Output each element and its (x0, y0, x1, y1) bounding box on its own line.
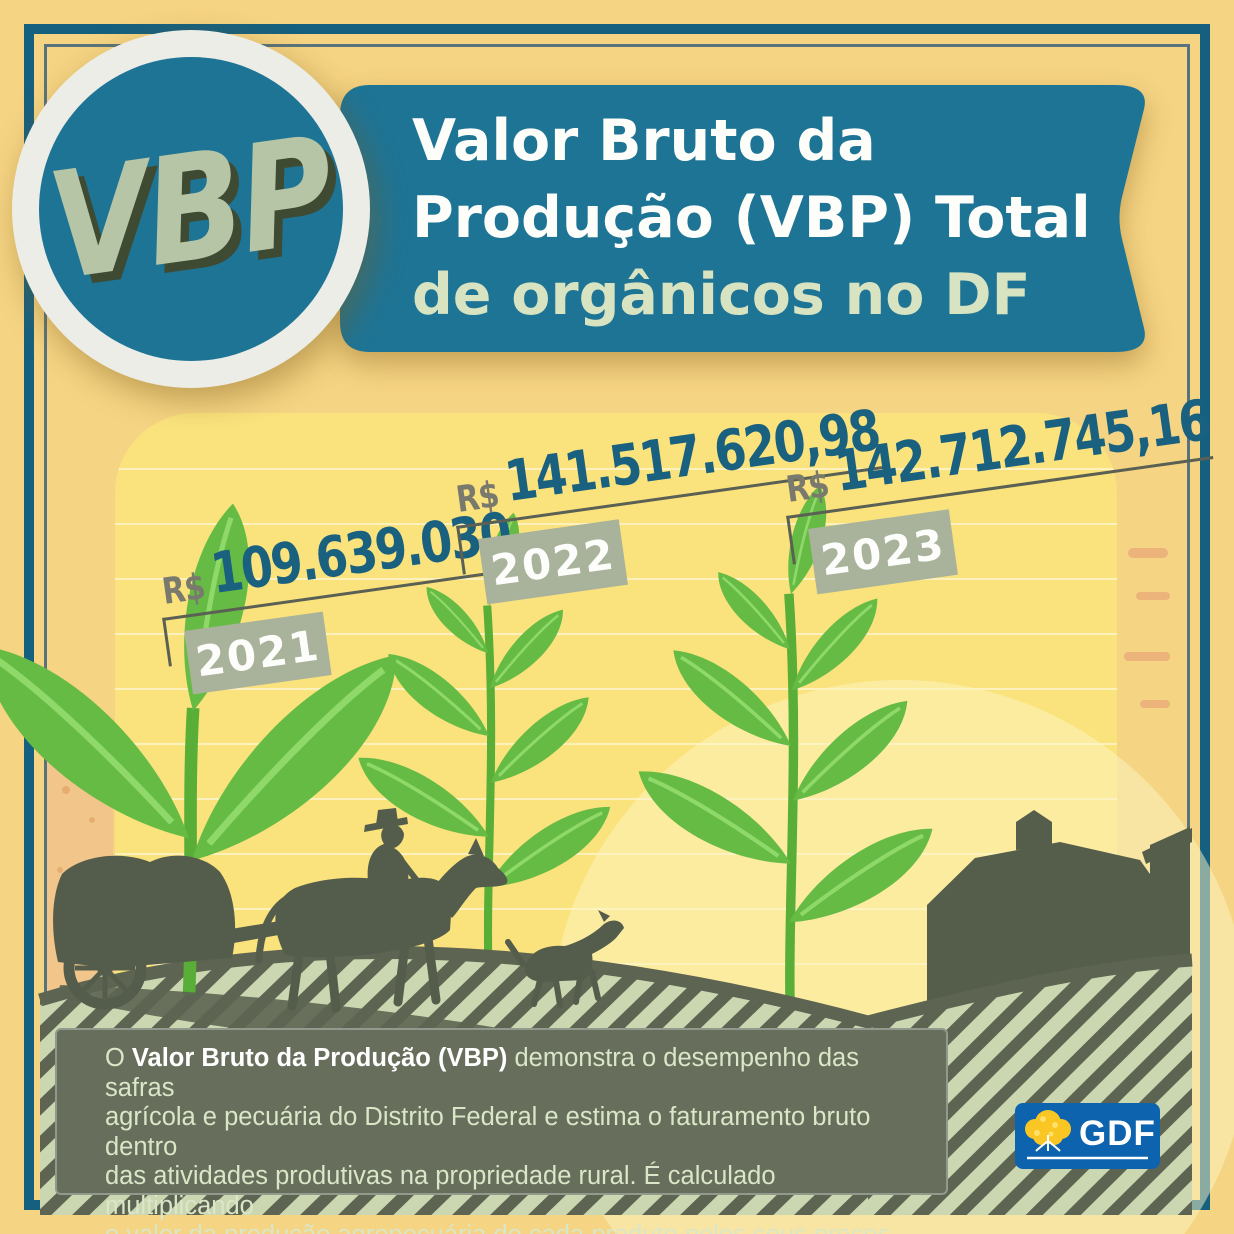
gdf-logo: GDF (1015, 1103, 1160, 1169)
description-box: O Valor Bruto da Produção (VBP) demonstr… (55, 1028, 948, 1234)
title-banner: Valor Bruto da Produção (VBP) Total de o… (340, 85, 1152, 352)
description-segment: o valor da produção agropecuária de cada… (105, 1221, 890, 1234)
description-segment: agrícola e pecuária do Distrito Federal … (105, 1103, 871, 1161)
page-title: Valor Bruto da Produção (VBP) Total de o… (412, 103, 1091, 334)
description-segment: das atividades produtivas na propriedade… (105, 1162, 776, 1220)
gdf-logo-label: GDF (1079, 1114, 1156, 1153)
title-line-2: Produção (VBP) Total (412, 185, 1091, 251)
title-line-1: Valor Bruto da (412, 108, 876, 174)
description-segment: O (105, 1044, 132, 1072)
title-line-3: de orgânicos no DF (412, 262, 1031, 328)
description-segment: demonstra o desempenho das safras (105, 1044, 859, 1102)
banner-ribbon-shape (340, 85, 1145, 352)
description-segment: Valor Bruto da Produção (VBP) (131, 1044, 508, 1072)
vbp-badge: VBP (12, 30, 370, 388)
currency-prefix: R$ (159, 566, 208, 614)
vbp-badge-label: VBP (39, 104, 343, 314)
ipe-tree-icon (1025, 1110, 1148, 1160)
currency-prefix: R$ (783, 464, 832, 512)
currency-prefix: R$ (453, 474, 502, 522)
vbp-badge-circle: VBP (39, 57, 343, 361)
